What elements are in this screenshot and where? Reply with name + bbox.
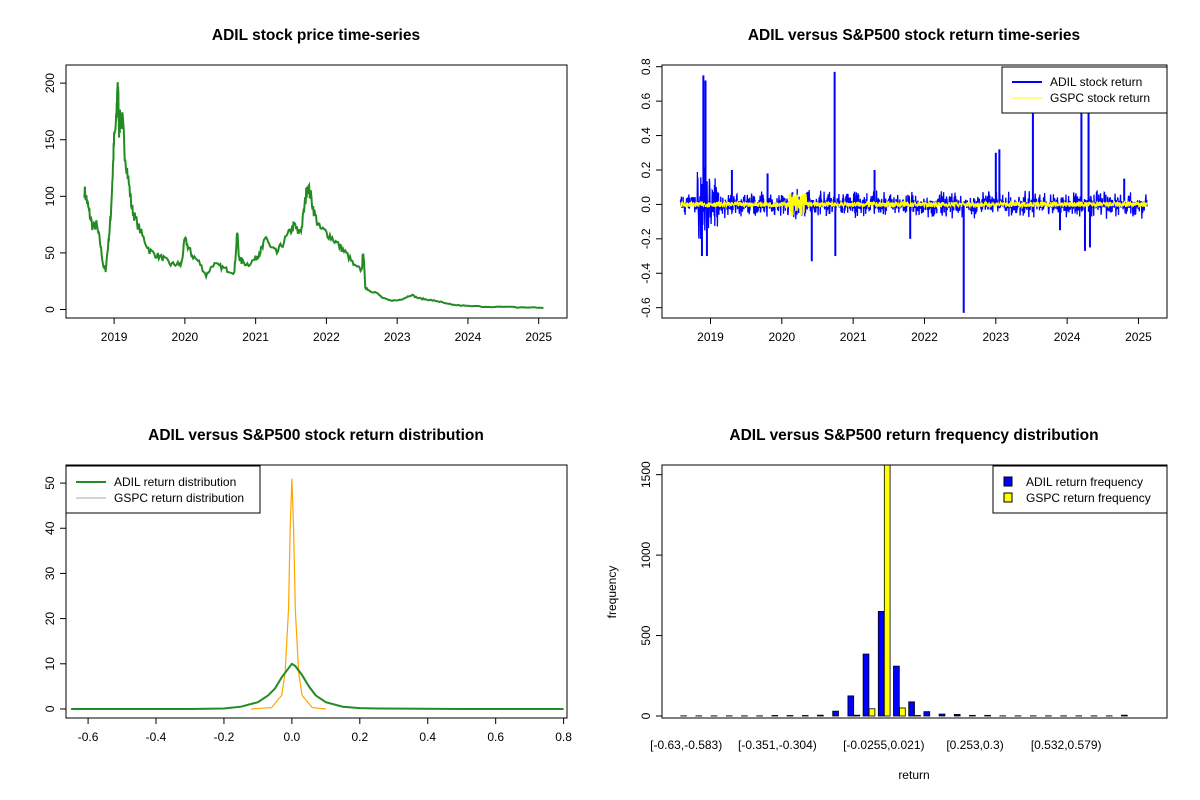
y-tick-label-2: 0.4 xyxy=(639,127,653,144)
bar-gspc xyxy=(899,707,906,717)
x-tick-label-3: 0.0 xyxy=(284,730,301,744)
y-tick-label-4: 500 xyxy=(639,625,653,645)
x-tick-label-2: 2023 xyxy=(982,330,1009,344)
chart-title-returns: ADIL versus S&P500 stock return time-ser… xyxy=(748,27,1080,44)
x-tick-label-1: 2023 xyxy=(384,330,411,344)
x-tick-label-4: [-0.63,-0.583) xyxy=(650,738,722,752)
x-tick-label-4: [0.253,0.3) xyxy=(946,738,1003,752)
y-tick-label-3: 20 xyxy=(43,612,57,626)
y-tick-label-4: 0 xyxy=(639,712,653,719)
y-tick-label-3: 50 xyxy=(43,476,57,490)
x-tick-label-3: -0.6 xyxy=(78,730,99,744)
bar-adil xyxy=(847,695,855,717)
x-tick-label-3: 0.6 xyxy=(487,730,504,744)
legend-box xyxy=(1001,66,1168,114)
bar-adil xyxy=(893,665,900,717)
x-tick-label-4: [-0.351,-0.304) xyxy=(738,738,817,752)
legend-label-gspc: GSPC return distribution xyxy=(114,491,244,505)
gspc-return-line xyxy=(679,193,1148,217)
x-tick-label-2: 2025 xyxy=(1125,330,1152,344)
legend-swatch-adil xyxy=(1003,476,1013,487)
x-tick-label-1: 2019 xyxy=(101,330,128,344)
y-tick-label-1: 0 xyxy=(43,306,57,313)
x-tick-label-2: 2022 xyxy=(911,330,938,344)
bar-adil xyxy=(832,710,839,717)
density-line xyxy=(251,478,326,710)
x-tick-label-2: 2024 xyxy=(1054,330,1081,344)
x-axis-label: return xyxy=(898,768,929,782)
x-tick-label-1: 2022 xyxy=(313,330,340,344)
bar-adil xyxy=(953,713,961,717)
y-tick-label-2: -0.4 xyxy=(639,263,653,284)
y-tick-label-2: 0.6 xyxy=(639,92,653,109)
x-tick-label-1: 2025 xyxy=(525,330,552,344)
legend-label-adil: ADIL stock return xyxy=(1050,75,1142,89)
x-tick-label-3: 0.2 xyxy=(351,730,368,744)
y-tick-label-2: 0.2 xyxy=(639,161,653,178)
bar-adil xyxy=(938,713,946,717)
plot-frame-2 xyxy=(661,64,1168,319)
y-axis-label: frequency xyxy=(605,566,619,619)
legend-box xyxy=(992,465,1168,514)
price-series-line xyxy=(83,82,544,309)
legend-label-adil: ADIL return distribution xyxy=(114,475,236,489)
x-tick-label-2: 2019 xyxy=(697,330,724,344)
legend-label-gspc: GSPC stock return xyxy=(1050,91,1150,105)
bar-adil xyxy=(862,653,870,717)
legend-label-adil: ADIL return frequency xyxy=(1026,475,1143,489)
y-tick-label-2: 0.0 xyxy=(639,196,653,213)
y-tick-label-1: 200 xyxy=(43,73,57,93)
y-tick-label-2: -0.6 xyxy=(639,297,653,318)
bar-gspc xyxy=(853,714,861,717)
plot-frame-3 xyxy=(65,464,568,719)
bar-gspc xyxy=(883,464,891,717)
y-tick-label-3: 0 xyxy=(43,705,57,712)
legend-label-gspc: GSPC return frequency xyxy=(1026,491,1151,505)
bar-adil xyxy=(969,714,976,717)
y-tick-label-3: 10 xyxy=(43,657,57,671)
x-tick-label-1: 2024 xyxy=(455,330,482,344)
x-tick-label-3: -0.4 xyxy=(146,730,167,744)
x-tick-label-3: 0.8 xyxy=(555,730,572,744)
legend-box xyxy=(65,465,261,514)
x-tick-label-4: [-0.0255,0.021) xyxy=(843,738,924,752)
bar-gspc xyxy=(868,708,876,717)
chart-title-frequency: ADIL versus S&P500 return frequency dist… xyxy=(729,427,1098,444)
density-line xyxy=(71,662,564,710)
legend-swatch-gspc xyxy=(1003,492,1013,503)
bar-adil xyxy=(908,701,915,717)
bar-adil xyxy=(984,714,991,717)
y-tick-label-4: 1500 xyxy=(639,461,653,488)
bar-adil xyxy=(923,711,931,717)
y-tick-label-4: 1000 xyxy=(639,541,653,568)
chart-title-distribution: ADIL versus S&P500 stock return distribu… xyxy=(148,427,484,444)
plot-frame-4 xyxy=(661,464,1168,719)
y-tick-label-3: 40 xyxy=(43,521,57,535)
y-tick-label-2: -0.2 xyxy=(639,228,653,249)
y-tick-label-2: 0.8 xyxy=(639,58,653,75)
bar-adil xyxy=(877,611,885,717)
chart-title-price: ADIL stock price time-series xyxy=(212,27,420,44)
x-tick-label-1: 2020 xyxy=(172,330,199,344)
plot-frame-1 xyxy=(65,64,568,319)
x-tick-label-2: 2020 xyxy=(768,330,795,344)
y-tick-label-1: 100 xyxy=(43,186,57,206)
bar-adil xyxy=(1121,714,1128,717)
y-tick-label-3: 30 xyxy=(43,566,57,580)
bar-adil xyxy=(817,714,824,717)
x-tick-label-3: -0.2 xyxy=(214,730,235,744)
y-tick-label-1: 150 xyxy=(43,129,57,149)
y-tick-label-1: 50 xyxy=(43,246,57,260)
x-tick-label-1: 2021 xyxy=(242,330,269,344)
x-tick-label-4: [0.532,0.579) xyxy=(1031,738,1102,752)
x-tick-label-2: 2021 xyxy=(840,330,867,344)
x-tick-label-3: 0.4 xyxy=(419,730,436,744)
